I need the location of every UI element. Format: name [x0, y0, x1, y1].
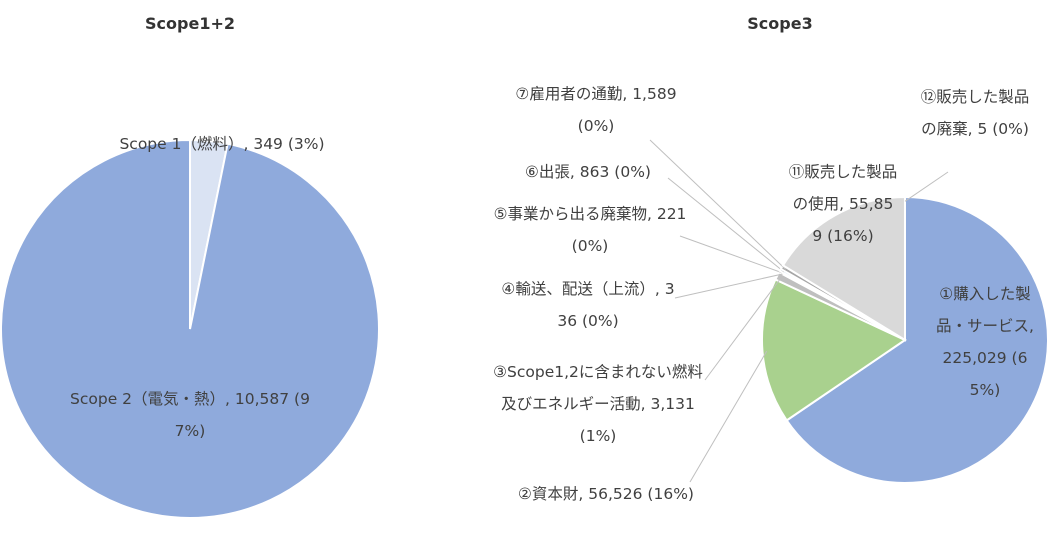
pie-slice [785, 195, 1049, 484]
data-label: ⑥出張863 (0%) [483, 156, 693, 188]
data-label: ③Scope1,2に含まれない燃料及びエネルギー活動3,131 (1%) [491, 356, 706, 452]
slice-value: 1,589 (0%) [577, 85, 677, 135]
data-label: Scope 1（燃料）349 (3%) [72, 128, 372, 160]
slice-value: 863 (0%) [579, 163, 651, 181]
data-label: ②資本財56,526 (16%) [516, 478, 696, 510]
data-label: Scope 2（電気・熱）10,587 (97%) [60, 383, 320, 447]
slice-category: ⑦雇用者の通勤 [515, 85, 632, 103]
slice-value: 349 (3%) [253, 135, 325, 153]
slice-category: ②資本財 [518, 485, 588, 503]
slice-value: 336 (0%) [557, 280, 675, 330]
data-label: ⑦雇用者の通勤1,589 (0%) [511, 78, 681, 142]
slice-value: 10,587 (97%) [174, 390, 310, 440]
leader-line [704, 277, 782, 381]
slice-value: 56,526 (16%) [588, 485, 694, 503]
slice-category: Scope 2（電気・熱） [70, 390, 235, 408]
data-label: ①購入した製品・サービス 225,029 (65%) [930, 278, 1040, 406]
leader-line [667, 177, 785, 273]
chart-title: Scope3 [747, 14, 813, 33]
slice-value: 55,859 (16%) [812, 195, 894, 245]
slice-value: 5 (0%) [977, 120, 1029, 138]
slice-value: 225,029 (65%) [942, 349, 1028, 399]
slice-value: 221 (0%) [571, 205, 687, 255]
pie-slice [781, 195, 907, 342]
slice-category: ①購入した製品・サービス [936, 285, 1034, 335]
chart-title: Scope1+2 [145, 14, 235, 33]
pie-slice [761, 278, 908, 422]
data-label: ⑪販売した製品の使用55,859 (16%) [788, 156, 898, 252]
data-label: ⑤事業から出る廃棄物221 (0%) [493, 198, 688, 262]
data-label: ④輸送、配送（上流）336 (0%) [498, 273, 678, 337]
slice-category: ④輸送、配送（上流） [501, 280, 664, 298]
leader-line [689, 350, 768, 483]
data-label: ⑫販売した製品の廃棄5 (0%) [920, 81, 1030, 145]
leader-line [674, 273, 784, 299]
slice-value: 3,131 (1%) [579, 395, 695, 445]
slice-category: ⑥出張 [525, 163, 580, 181]
leader-line [649, 139, 786, 270]
leader-line [679, 235, 784, 274]
leader-line [904, 171, 949, 202]
slice-category: Scope 1（燃料） [119, 135, 253, 153]
pie-slice [0, 138, 380, 519]
slice-category: ⑤事業から出る廃棄物 [494, 205, 657, 223]
